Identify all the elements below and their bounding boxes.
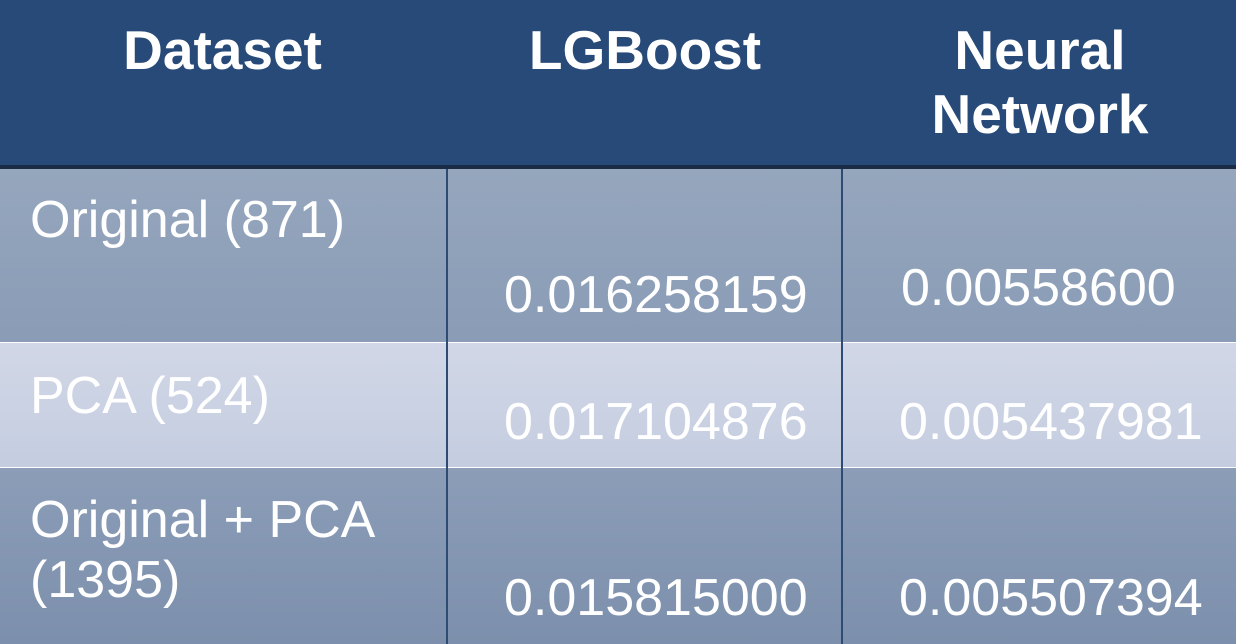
cell-dataset-line1: Original + PCA — [30, 491, 376, 549]
row-divider — [0, 467, 1236, 468]
table-row — [0, 343, 1236, 467]
header-dataset: Dataset — [70, 18, 375, 183]
cell-lgboost-value: 0.017104876 — [504, 393, 808, 451]
column-divider — [446, 169, 448, 644]
header-dataset-label: Dataset — [123, 19, 322, 81]
cell-nn-value: 0.00558600 — [901, 259, 1176, 317]
column-divider — [841, 169, 843, 644]
table-row — [0, 468, 1236, 644]
header-neural-network: Neural Network — [880, 18, 1200, 183]
header-divider — [0, 165, 1236, 169]
cell-dataset-line1: PCA (524) — [30, 367, 270, 425]
row-divider — [0, 342, 1236, 343]
header-lgboost: LGBoost — [490, 18, 800, 183]
table-row — [0, 169, 1236, 342]
cell-lgboost-value: 0.016258159 — [504, 266, 808, 324]
cell-dataset: Original (871) — [30, 190, 345, 250]
header-nn-line1: Neural — [954, 19, 1126, 81]
cell-dataset-line2: (1395) — [30, 551, 181, 609]
header-lgboost-label: LGBoost — [528, 19, 762, 81]
header-nn-line2: Network — [931, 83, 1149, 145]
cell-nn-value: 0.005437981 — [899, 393, 1203, 451]
cell-dataset-line1: Original (871) — [30, 191, 346, 249]
table-header — [0, 0, 1236, 165]
cell-nn-value: 0.005507394 — [899, 569, 1203, 627]
cell-dataset: Original + PCA (1395) — [30, 490, 375, 610]
cell-lgboost-value: 0.015815000 — [504, 569, 808, 627]
cell-dataset: PCA (524) — [30, 366, 270, 426]
